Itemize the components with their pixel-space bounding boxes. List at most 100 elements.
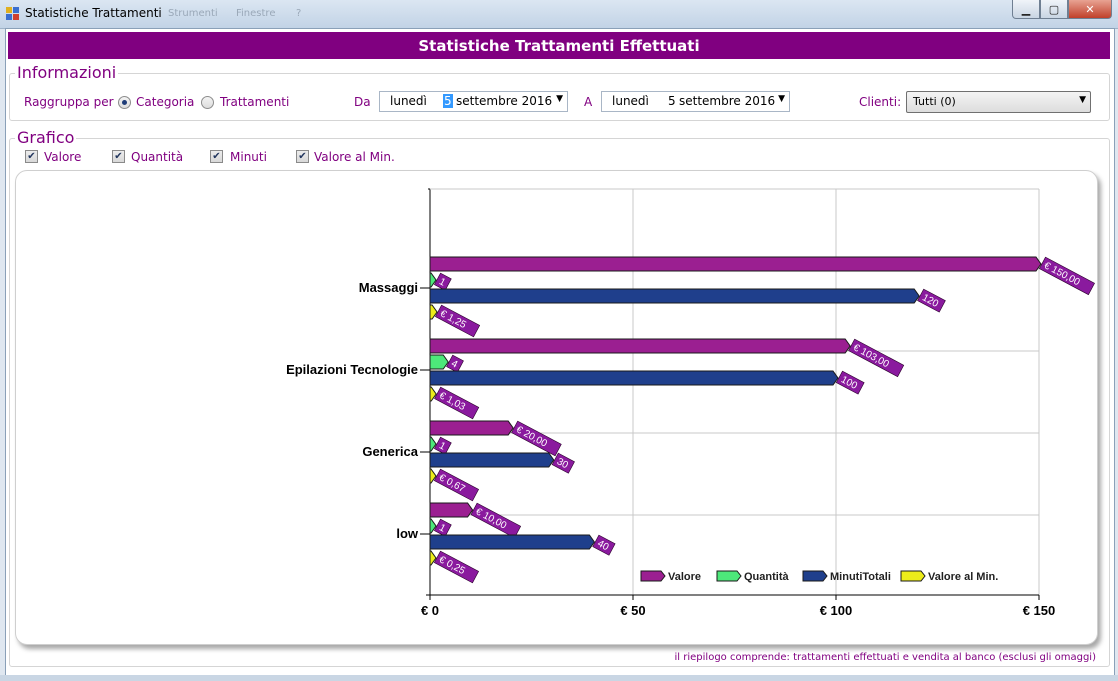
data-label: 4 [446,354,464,373]
app-icon [6,7,19,20]
to-month-year: settembre 2016 [679,94,776,108]
ghost-menu-finestre: Finestre [236,8,276,19]
to-day: lunedì [612,94,649,108]
page-title: Statistiche Trattamenti Effettuati [8,32,1110,59]
data-label-bg [433,550,480,584]
legend-swatch [802,570,828,582]
bar-minutitotali [429,534,596,550]
check-minuti[interactable]: ✔ [210,150,223,163]
data-label: € 0,25 [433,550,480,584]
ghost-menu-strumenti: Strumenti [168,8,218,19]
data-label-text: 1 [437,276,447,289]
data-label-bg [434,272,452,291]
maximize-icon: ▢ [1048,2,1060,16]
legend-label: Valore al Min. [928,571,998,583]
legend-label: Quantità [744,571,789,583]
data-label-text: 40 [595,538,610,553]
check-quantita-label[interactable]: Quantità [131,150,184,164]
data-label-bg [435,304,481,338]
data-label: € 103,00 [848,338,905,378]
data-label-bg [434,436,452,455]
x-tick-label: € 50 [620,603,645,618]
bar-quantit- [429,354,449,370]
data-label: € 20,00 [511,420,562,457]
x-tick-label: € 100 [820,603,853,618]
data-label-bg [434,518,452,537]
radio-trattamenti[interactable] [201,96,214,109]
info-group-box [9,73,1110,121]
clients-label: Clienti: [859,95,902,109]
bar-valore-al-min- [429,386,437,402]
data-label-text: 1 [437,522,447,535]
check-quantita[interactable]: ✔ [112,150,125,163]
data-label: 1 [434,272,452,291]
check-valore[interactable]: ✔ [25,150,38,163]
from-label: Da [354,95,371,109]
bar-minutitotali [429,288,920,304]
to-day-number: 5 [668,94,676,108]
ghost-menu-help: ? [296,8,302,19]
window-titlebar[interactable]: Statistiche Trattamenti Strumenti Finest… [0,0,1118,29]
radio-trattamenti-label[interactable]: Trattamenti [220,95,290,109]
data-label-bg [446,354,464,373]
chart-panel: € 0 € 50 € 100 € 150 Massaggi € 150,00 1 120 € 1… [15,170,1098,645]
from-day-number[interactable]: 5 [443,94,453,108]
clients-select-value: Tutti (0) [913,95,956,108]
from-month-year: settembre 2016 [456,94,553,108]
radio-categoria-label[interactable]: Categoria [136,95,195,109]
data-label-bg [917,288,946,313]
data-label: 100 [835,370,865,395]
from-day: lunedì [390,94,427,108]
group-by-label: Raggruppa per [24,95,114,109]
clients-select[interactable]: Tutti (0) ▼ [906,91,1091,113]
data-label: € 0,67 [433,468,480,502]
x-tick-label: € 0 [421,603,439,618]
data-label: 120 [917,288,946,313]
data-label-text: 30 [555,456,570,471]
check-valore-al-min[interactable]: ✔ [296,150,309,163]
minimize-button[interactable]: ▁ [1012,0,1040,19]
bar-valore [429,420,514,436]
bar-valore-al-min- [429,304,438,320]
data-label: 1 [434,518,452,537]
data-label: € 1,25 [435,304,481,338]
chevron-down-icon[interactable]: ▼ [556,94,563,104]
data-label-bg [592,534,616,556]
radio-categoria[interactable] [118,96,131,109]
data-label-bg [434,386,480,420]
bar-minutitotali [429,370,839,386]
client-area: Statistiche Trattamenti Effettuati Infor… [5,28,1115,677]
bar-chart: € 0 € 50 € 100 € 150 Massaggi € 150,00 1 120 € 1… [286,188,1095,618]
minimize-icon: ▁ [1021,2,1031,16]
bar-valore-al-min- [429,468,437,484]
to-date-picker[interactable]: lunedì 5 settembre 2016 ▼ [601,91,790,112]
to-label: A [584,95,593,109]
data-label-bg [848,338,905,378]
from-date-picker[interactable]: lunedì 5 settembre 2016 ▼ [379,91,568,112]
chevron-down-icon[interactable]: ▼ [1079,95,1086,105]
check-valore-al-min-label[interactable]: Valore al Min. [314,150,395,164]
check-valore-label[interactable]: Valore [44,150,82,164]
chevron-down-icon[interactable]: ▼ [778,94,785,104]
close-button[interactable]: ✕ [1068,0,1112,19]
data-label-bg [835,370,865,395]
data-label: € 1,03 [434,386,480,420]
grafico-group-box [9,138,1110,667]
bar-minutitotali [429,452,555,468]
bar-valore-al-min- [429,550,437,566]
legend-label: MinutiTotali [830,571,891,583]
legend-swatch [900,570,926,582]
data-label-bg [1038,256,1095,296]
x-tick-label: € 150 [1023,603,1056,618]
bar-quantit- [429,436,437,452]
data-label-bg [470,502,522,539]
data-label: € 10,00 [470,502,522,539]
footer-note: il riepilogo comprende: trattamenti effe… [674,652,1096,663]
maximize-button[interactable]: ▢ [1040,0,1068,19]
window-bottom-edge [0,675,1118,681]
bar-quantit- [429,518,437,534]
data-label: € 150,00 [1038,256,1095,296]
legend-swatch [640,570,666,582]
grafico-group-title: Grafico [15,128,77,147]
check-minuti-label[interactable]: Minuti [230,150,267,164]
